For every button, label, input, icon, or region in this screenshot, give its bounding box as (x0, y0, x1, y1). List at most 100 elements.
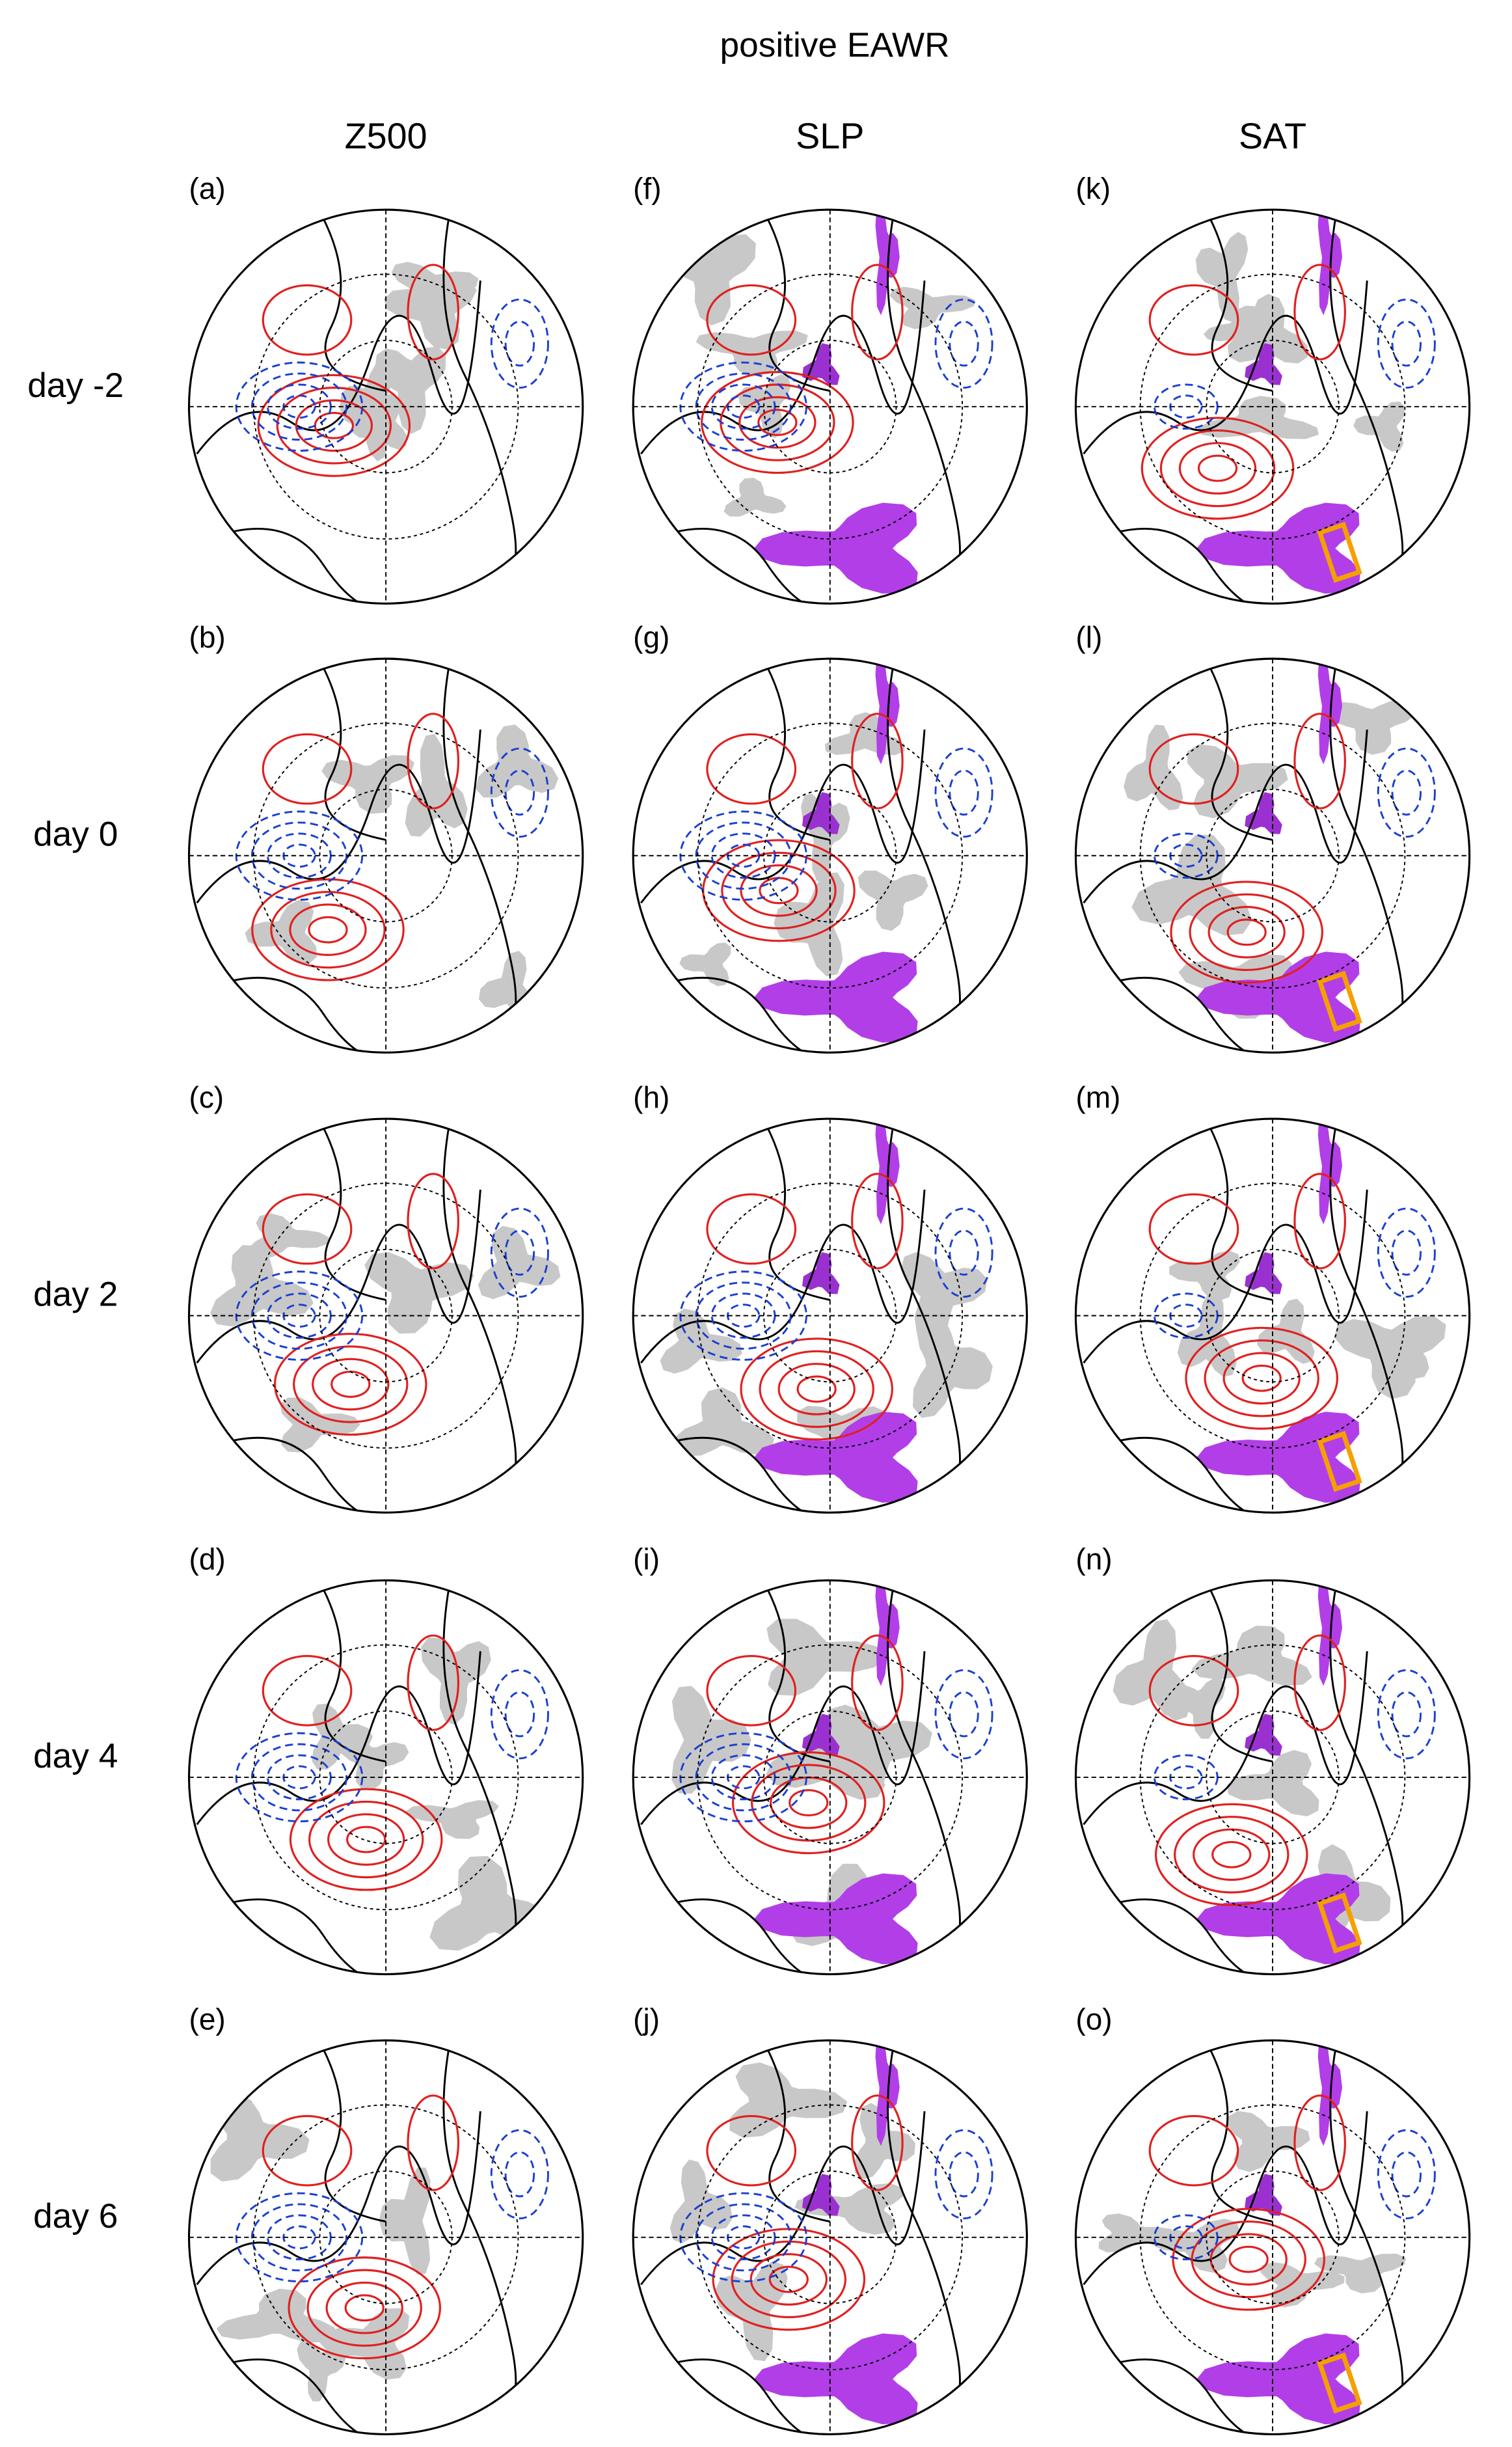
purple-region (1196, 951, 1360, 1043)
map (1075, 2040, 1470, 2435)
positive-contour (1241, 1364, 1282, 1392)
positive-contour (273, 1332, 427, 1436)
purple-region (1196, 1873, 1360, 1965)
positive-contour (407, 2094, 460, 2191)
shading (1361, 1316, 1433, 1379)
positive-contour (1185, 1326, 1338, 1430)
shading (216, 2288, 338, 2343)
positive-contour (346, 1825, 386, 1853)
negative-contour (934, 1207, 993, 1298)
shading (679, 942, 731, 987)
positive-contour (327, 1813, 405, 1866)
positive-contour (308, 1800, 424, 1879)
shading (695, 330, 808, 376)
map (633, 1119, 1027, 1513)
positive-contour (1226, 918, 1267, 946)
purple-region (754, 502, 918, 594)
positive-contour (701, 371, 854, 474)
map-border (1074, 1117, 1471, 1514)
purple-region (1196, 502, 1360, 594)
shading (1203, 305, 1284, 344)
row-label: day -2 (27, 366, 124, 405)
map (633, 2040, 1027, 2435)
shading (319, 2308, 410, 2380)
positive-contour (1159, 429, 1276, 508)
purple-region (754, 951, 918, 1043)
negative-contour (504, 769, 535, 816)
latitude-circle (252, 722, 519, 989)
negative-contour (934, 747, 993, 838)
panel-label: (d) (189, 1542, 226, 1576)
shading (280, 1397, 360, 1453)
shading (478, 1225, 561, 1300)
negative-contour (934, 1669, 993, 1760)
negative-contour (1377, 2129, 1436, 2220)
positive-contour (407, 264, 460, 361)
latitude-circle (697, 722, 964, 989)
positive-contour (1172, 2208, 1325, 2311)
panel-label: (j) (633, 2002, 660, 2036)
figure-title: positive EAWR (720, 26, 949, 64)
negative-contour (934, 298, 993, 389)
positive-contour (1293, 2094, 1346, 2191)
map-border (1074, 1579, 1471, 1976)
negative-contour (934, 2129, 993, 2220)
positive-contour (789, 1789, 829, 1816)
coastline (196, 1126, 517, 1513)
map-border (187, 2039, 584, 2435)
map-border (187, 208, 584, 605)
map-border (632, 2039, 1028, 2435)
panel-label: (a) (189, 171, 226, 205)
panel-label: (c) (189, 1080, 224, 1114)
shading (379, 2167, 431, 2275)
coastline (640, 2047, 961, 2435)
positive-contour (344, 2294, 385, 2322)
negative-contour (949, 1691, 979, 1738)
positive-contour (308, 916, 348, 944)
negative-contour (949, 2151, 979, 2198)
map-border (632, 208, 1028, 605)
column-header: SLP (796, 116, 864, 156)
column-header: Z500 (345, 116, 427, 156)
negative-contour (1377, 1669, 1436, 1760)
shading (1353, 402, 1405, 452)
negative-contour (949, 320, 979, 367)
latitude-circle (697, 1644, 964, 1911)
shading (1314, 2253, 1407, 2293)
region-box (1317, 2352, 1362, 2414)
map-border (187, 1117, 584, 1514)
positive-contour (1211, 1840, 1252, 1868)
column-header: SAT (1239, 116, 1306, 156)
positive-contour (1148, 1193, 1239, 1265)
region-box (1317, 1430, 1362, 1492)
positive-contour (1148, 733, 1239, 805)
negative-contour (1377, 747, 1436, 838)
positive-contour (1148, 284, 1239, 356)
positive-contour (262, 2114, 353, 2187)
positive-contour (851, 713, 904, 810)
positive-contour (270, 890, 386, 969)
panel-label: (h) (633, 1080, 669, 1114)
latitude-circle (1139, 1182, 1406, 1449)
shading (1172, 1678, 1226, 1739)
negative-contour (490, 298, 549, 389)
shading (1195, 232, 1249, 323)
positive-contour (731, 2240, 846, 2319)
positive-contour (757, 409, 798, 437)
latitude-circle (697, 2104, 964, 2371)
positive-contour (407, 1634, 460, 1731)
positive-contour (721, 851, 837, 930)
positive-contour (740, 1337, 893, 1441)
shading (209, 1245, 314, 1327)
coastline (196, 217, 517, 604)
positive-contour (262, 1654, 353, 1727)
map (189, 2040, 583, 2435)
negative-contour (504, 1229, 535, 1276)
shading (1131, 834, 1252, 936)
coastline (1083, 217, 1404, 604)
latitude-circle (252, 273, 519, 540)
latitude-circle (1139, 722, 1406, 989)
coastline (196, 2047, 517, 2435)
positive-contour (851, 264, 904, 361)
